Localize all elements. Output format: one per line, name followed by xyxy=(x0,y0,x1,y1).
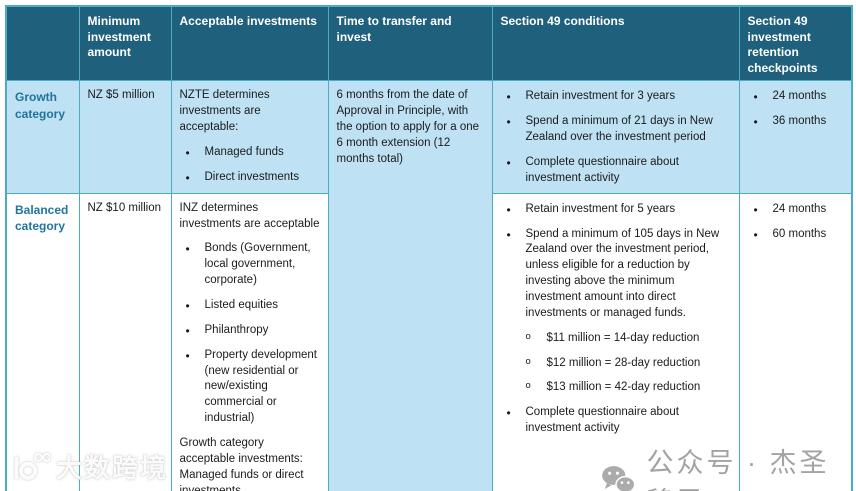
bullet-item: Complete questionnaire about investment … xyxy=(501,405,732,437)
watermark-right-text: 公众号 · 杰圣移民 xyxy=(646,448,830,491)
balanced-acceptable-list: Bonds (Government, local government, cor… xyxy=(180,241,321,427)
bullet-item: Spend a minimum of 21 days in New Zealan… xyxy=(501,114,732,146)
bullet-item: Spend a minimum of 105 days in New Zeala… xyxy=(501,227,732,322)
growth-acceptable-list: Managed funds Direct investments xyxy=(180,145,321,186)
growth-checkpoints-list: 24 months 36 months xyxy=(748,89,845,130)
bullet-item: $13 million = 42-day reduction xyxy=(501,379,732,396)
bullet-item: Direct investments xyxy=(180,170,321,186)
table-row-growth: Growth category NZ $5 million NZTE deter… xyxy=(5,80,853,491)
bullet-item: Retain investment for 5 years xyxy=(501,202,732,218)
bullet-item: Bonds (Government, local government, cor… xyxy=(180,241,321,289)
balanced-minimum-amount: NZ $10 million xyxy=(78,192,172,491)
bullet-item: $12 million = 28-day reduction xyxy=(501,355,732,372)
header-minimum-investment: Minimum investment amount xyxy=(78,5,172,82)
header-time-to-transfer: Time to transfer and invest xyxy=(327,5,493,82)
balanced-category-label: Balanced category xyxy=(5,192,80,491)
growth-conditions-list: Retain investment for 3 years Spend a min… xyxy=(501,89,732,186)
table-header-row: Minimum investment amount Acceptable inv… xyxy=(5,5,853,82)
bullet-item: $11 million = 14-day reduction xyxy=(501,330,732,347)
header-acceptable-investments: Acceptable investments xyxy=(170,5,329,82)
growth-category-label: Growth category xyxy=(5,80,80,194)
bullet-item: Managed funds xyxy=(180,145,321,161)
balanced-checkpoints-cell: 24 months 60 months xyxy=(738,192,853,491)
investment-comparison-table: Minimum investment amount Acceptable inv… xyxy=(5,5,853,491)
header-section49-checkpoints: Section 49 investment retention checkpoi… xyxy=(738,5,853,82)
header-category xyxy=(5,5,80,82)
balanced-acceptable-investments-cell: INZ determines investments are acceptabl… xyxy=(170,192,329,491)
bullet-item: Philanthropy xyxy=(180,323,321,339)
watermark-wechat-account: 公众号 · 杰圣移民 xyxy=(601,441,856,491)
bullet-item: Property development (new residential or… xyxy=(180,348,321,427)
header-section49-conditions: Section 49 conditions xyxy=(491,5,740,82)
wechat-icon xyxy=(602,466,636,491)
bullet-item: Listed equities xyxy=(180,298,321,314)
transfer-time-cell: 6 months from the date of Approval in Pr… xyxy=(327,80,493,491)
growth-acceptable-investments-cell: NZTE determines investments are acceptab… xyxy=(170,80,329,194)
watermark-dashukuajing: 大数跨境 xyxy=(8,448,168,485)
watermark-left-text: 大数跨境 xyxy=(56,453,169,483)
growth-acceptable-intro: NZTE determines investments are acceptab… xyxy=(179,89,270,134)
balanced-conditions-cell: Retain investment for 5 years Spend a min… xyxy=(491,192,740,491)
bullet-item: Complete questionnaire about investment … xyxy=(501,155,732,187)
balanced-acceptable-intro: INZ determines investments are acceptabl… xyxy=(179,201,320,230)
growth-conditions-cell: Retain investment for 3 years Spend a min… xyxy=(491,80,740,194)
bullet-item: 36 months xyxy=(748,114,845,130)
growth-minimum-amount: NZ $5 million xyxy=(78,80,172,194)
balanced-checkpoints-list: 24 months 60 months xyxy=(748,202,845,243)
bullet-item: 24 months xyxy=(748,89,845,105)
table-row-balanced: Balanced category NZ $10 million INZ det… xyxy=(5,192,853,491)
growth-checkpoints-cell: 24 months 36 months xyxy=(738,80,853,194)
bullet-item: 24 months xyxy=(748,202,845,218)
dashu-logo-icon xyxy=(14,452,50,480)
balanced-conditions-list: Retain investment for 5 years Spend a min… xyxy=(501,202,732,437)
bullet-item: Retain investment for 3 years xyxy=(501,89,732,105)
balanced-acceptable-footer: Growth category acceptable investments: … xyxy=(179,436,304,491)
bullet-item: 60 months xyxy=(748,227,845,243)
